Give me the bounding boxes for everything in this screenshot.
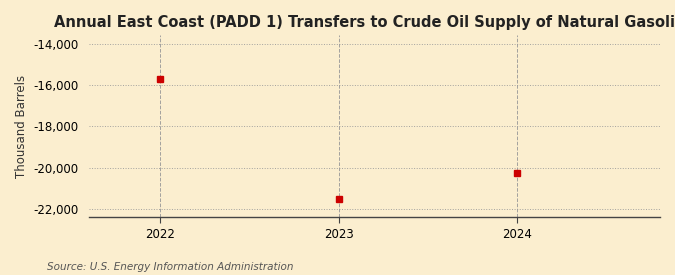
Title: Annual East Coast (PADD 1) Transfers to Crude Oil Supply of Natural Gasoline: Annual East Coast (PADD 1) Transfers to …	[53, 15, 675, 30]
Text: Source: U.S. Energy Information Administration: Source: U.S. Energy Information Administ…	[47, 262, 294, 272]
Y-axis label: Thousand Barrels: Thousand Barrels	[15, 75, 28, 178]
